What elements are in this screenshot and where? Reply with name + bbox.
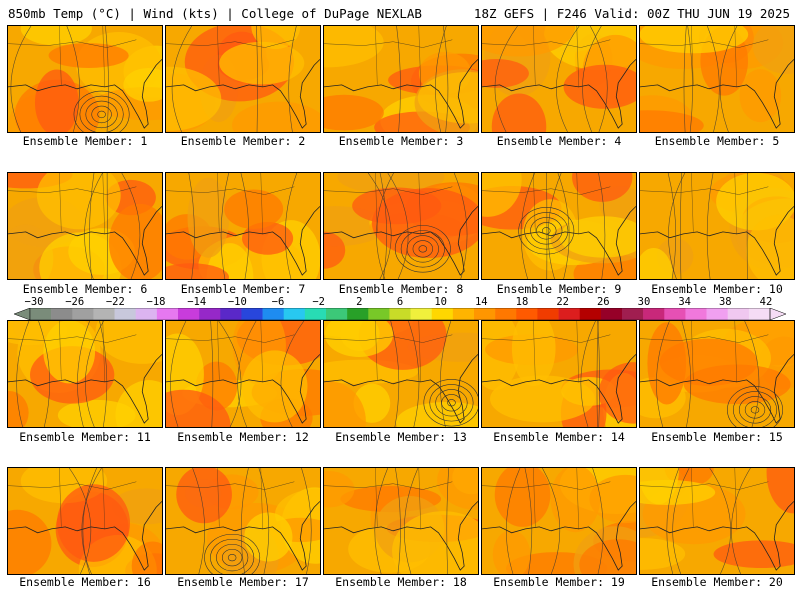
- colorbar-tick-label: −10: [227, 296, 247, 308]
- ensemble-member-label: Ensemble Member: 11: [19, 430, 151, 444]
- ensemble-map-panel: [165, 467, 321, 575]
- temperature-colorbar: [14, 308, 786, 320]
- ensemble-member-label: Ensemble Member: 1: [22, 134, 148, 148]
- colorbar-tick-label: 6: [396, 296, 404, 308]
- ensemble-map-panel: [481, 320, 637, 428]
- ensemble-map-panel: [481, 172, 637, 280]
- ensemble-map-panel: [7, 320, 163, 428]
- colorbar-tick-label: 30: [637, 296, 651, 308]
- colorbar-tick-label: 2: [356, 296, 363, 308]
- colorbar-tick-label: −6: [271, 296, 285, 308]
- ensemble-map-panel: [639, 467, 795, 575]
- ensemble-member-label: Ensemble Member: 4: [496, 134, 622, 148]
- ensemble-map-panel: [639, 172, 795, 280]
- ensemble-member-label: Ensemble Member: 5: [654, 134, 780, 148]
- ensemble-member-label: Ensemble Member: 2: [180, 134, 306, 148]
- ensemble-map-panel: [323, 467, 479, 575]
- ensemble-member-label: Ensemble Member: 20: [651, 575, 783, 589]
- ensemble-member-label: Ensemble Member: 3: [338, 134, 464, 148]
- ensemble-member-label: Ensemble Member: 10: [651, 282, 783, 296]
- ensemble-member-label: Ensemble Member: 7: [180, 282, 306, 296]
- colorbar-tick-label: −30: [24, 296, 44, 308]
- ensemble-member-label: Ensemble Member: 19: [493, 575, 625, 589]
- colorbar-tick-label: 26: [596, 296, 610, 308]
- colorbar-tick-label: −26: [65, 296, 85, 308]
- header-title-right: 18Z GEFS | F246 Valid: 00Z THU JUN 19 20…: [473, 6, 790, 21]
- ensemble-map-panel: [7, 467, 163, 575]
- colorbar-tick-label: −18: [146, 296, 166, 308]
- ensemble-map-panel: [323, 320, 479, 428]
- colorbar-tick-label: 14: [474, 296, 488, 308]
- ensemble-map-panel: [323, 25, 479, 133]
- header-title-left: 850mb Temp (°C) | Wind (kts) | College o…: [8, 6, 422, 21]
- colorbar-tick-label: 38: [718, 296, 732, 308]
- ensemble-member-label: Ensemble Member: 6: [22, 282, 148, 296]
- ensemble-map-panel: [639, 320, 795, 428]
- colorbar-tick-label: 34: [678, 296, 692, 308]
- colorbar-tick-label: 42: [759, 296, 773, 308]
- colorbar-tick-label: 18: [515, 296, 529, 308]
- colorbar-tick-label: 10: [434, 296, 448, 308]
- ensemble-member-label: Ensemble Member: 15: [651, 430, 783, 444]
- ensemble-map-panel: [481, 467, 637, 575]
- ensemble-map-panel: [165, 172, 321, 280]
- ensemble-map-panel: [639, 25, 795, 133]
- ensemble-map-panel: [323, 172, 479, 280]
- ensemble-member-label: Ensemble Member: 8: [338, 282, 464, 296]
- ensemble-map-panel: [7, 25, 163, 133]
- ensemble-map-panel: [165, 25, 321, 133]
- ensemble-map-panel: [481, 25, 637, 133]
- colorbar-tick-label: −14: [187, 296, 207, 308]
- ensemble-member-label: Ensemble Member: 12: [177, 430, 309, 444]
- colorbar-tick-label: −2: [312, 296, 326, 308]
- ensemble-member-label: Ensemble Member: 9: [496, 282, 622, 296]
- ensemble-member-label: Ensemble Member: 13: [335, 430, 467, 444]
- ensemble-member-label: Ensemble Member: 14: [493, 430, 625, 444]
- ensemble-member-label: Ensemble Member: 18: [335, 575, 467, 589]
- colorbar-tick-label: 22: [556, 296, 570, 308]
- ensemble-map-panel: [165, 320, 321, 428]
- ensemble-member-label: Ensemble Member: 17: [177, 575, 309, 589]
- ensemble-member-label: Ensemble Member: 16: [19, 575, 151, 589]
- ensemble-map-panel: [7, 172, 163, 280]
- colorbar-tick-label: −22: [105, 296, 125, 308]
